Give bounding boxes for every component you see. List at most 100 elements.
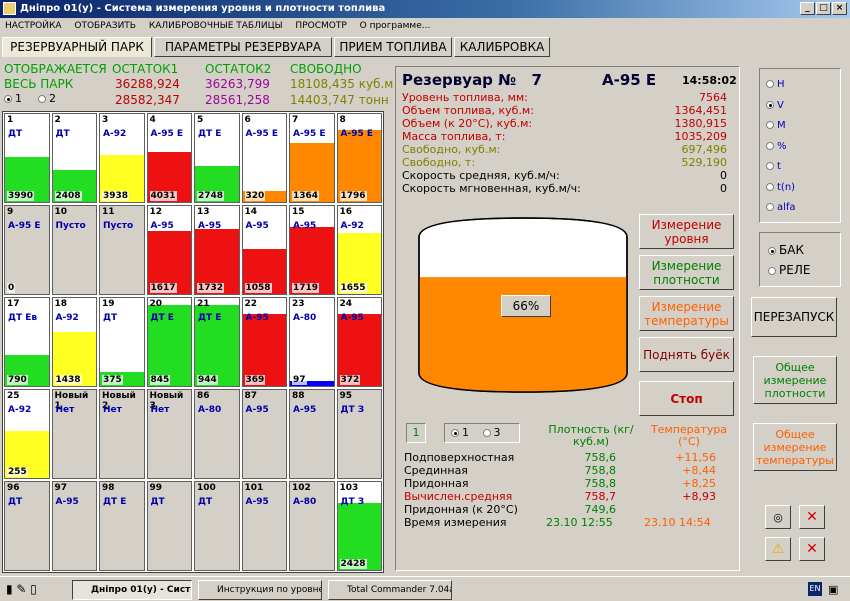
tank-cell[interactable]: 87 А-95 <box>241 389 287 479</box>
mode-radio-rele[interactable]: РЕЛЕ <box>768 263 810 277</box>
radio-icon <box>766 182 774 191</box>
menu-display[interactable]: ОТОБРАЗИТЬ <box>74 21 136 31</box>
tank-fuel-type: ДТ Е <box>150 313 174 323</box>
tank-volume: 375 <box>102 375 123 385</box>
measure-level-button[interactable]: Измерение уровня <box>639 214 734 249</box>
close-button[interactable]: × <box>832 2 847 15</box>
tab-tank-park[interactable]: РЕЗЕРВУАРНЫЙ ПАРК <box>2 37 152 57</box>
raise-float-button[interactable]: Поднять буёк <box>639 337 734 372</box>
tank-cell[interactable]: 88 А-95 <box>289 389 335 479</box>
tank-number: 4 <box>149 115 156 125</box>
probe-radio-3[interactable]: 3 <box>482 426 501 439</box>
tank-cell[interactable]: 11 Пусто <box>99 205 145 295</box>
mode-radio-bak[interactable]: БАК <box>768 243 804 257</box>
tank-cell[interactable]: 18 А-92 1438 <box>51 297 97 387</box>
tank-number: 87 <box>244 391 258 401</box>
tank-cell[interactable]: 101 А-95 <box>241 481 287 571</box>
tank-cell[interactable]: 6 А-95 Е 320 <box>241 113 287 203</box>
maximize-button[interactable]: □ <box>816 2 831 15</box>
tank-cell[interactable]: 24 А-95 372 <box>336 297 382 387</box>
display-radio-1[interactable]: 1 <box>4 92 22 106</box>
menu-view[interactable]: ПРОСМОТР <box>295 21 347 31</box>
language-indicator[interactable]: EN <box>808 582 822 596</box>
tank-cell[interactable]: 95 ДТ З <box>336 389 382 479</box>
probe-box[interactable]: 1 <box>406 423 426 443</box>
tank-cell[interactable]: 16 А-92 1655 <box>336 205 382 295</box>
tank-cell[interactable]: 17 ДТ Ев 790 <box>4 297 50 387</box>
tank-cell[interactable]: 98 ДТ Е <box>99 481 145 571</box>
restart-button[interactable]: ПЕРЕЗАПУСК <box>751 297 837 337</box>
unit-radio[interactable]: V <box>766 100 784 111</box>
unit-radio[interactable]: M <box>766 120 786 131</box>
tank-cell[interactable]: 99 ДТ <box>146 481 192 571</box>
tank-cell[interactable]: 100 ДТ <box>194 481 240 571</box>
tank-fuel-type: А-95 <box>55 497 79 507</box>
tank-volume: 4031 <box>149 191 177 201</box>
probe-radio-1[interactable]: 1 <box>451 426 469 439</box>
tank-cell[interactable]: 3 А-92 3938 <box>99 113 145 203</box>
tab-fuel-intake[interactable]: ПРИЕМ ТОПЛИВА <box>334 37 452 57</box>
tank-cell[interactable]: 103 ДТ З 2428 <box>336 481 382 571</box>
tab-calibration[interactable]: КАЛИБРОВКА <box>454 37 550 57</box>
tank-cell[interactable]: 7 А-95 Е 1364 <box>289 113 335 203</box>
tank-cell[interactable]: 97 А-95 <box>51 481 97 571</box>
tank-cell[interactable]: 14 А-95 1058 <box>241 205 287 295</box>
tank-cell[interactable]: 4 А-95 Е 4031 <box>146 113 192 203</box>
tank-cell[interactable]: 22 А-95 369 <box>241 297 287 387</box>
quicklaunch-icons[interactable]: ▮ ✎ ▯ <box>6 582 37 596</box>
tank-volume: 1732 <box>197 283 225 293</box>
tank-cell[interactable]: Новый 3 Нет <box>146 389 192 479</box>
cancel-warning-button[interactable]: ✕ <box>799 537 825 561</box>
display-radio-2[interactable]: 2 <box>38 92 56 106</box>
tank-cell[interactable]: 21 ДТ Е 944 <box>194 297 240 387</box>
tank-cell[interactable]: 13 А-95 1732 <box>194 205 240 295</box>
tank-number: 21 <box>197 299 210 309</box>
tank-number: 25 <box>7 391 20 401</box>
tank-cell[interactable]: Новый 2 Нет <box>99 389 145 479</box>
tank-number: 95 <box>339 391 353 401</box>
probe-icon-button[interactable]: ◎ <box>765 505 791 529</box>
measure-temperature-button[interactable]: Измерение температуры <box>639 296 734 331</box>
unit-radio[interactable]: t <box>766 161 781 172</box>
tank-cell[interactable]: 96 ДТ <box>4 481 50 571</box>
tray-icon[interactable]: ▣ <box>828 583 839 596</box>
tank-cell[interactable]: 12 А-95 1617 <box>146 205 192 295</box>
menu-calibration-tables[interactable]: КАЛИБРОВОЧНЫЕ ТАБЛИЦЫ <box>148 21 283 31</box>
tank-cell[interactable]: 1 ДТ 3990 <box>4 113 50 203</box>
cancel-probe-button[interactable]: ✕ <box>799 505 825 529</box>
task-total-commander[interactable]: Total Commander 7.04a ... <box>328 580 452 600</box>
general-temperature-button[interactable]: Общее измерение температуры <box>753 423 837 471</box>
measure-density: 758,6 <box>584 451 617 464</box>
menu-settings[interactable]: НАСТРОЙКА <box>5 21 62 31</box>
close-icon: ✕ <box>806 509 818 525</box>
unit-radio[interactable]: alfa <box>766 202 796 213</box>
tank-fill <box>337 503 381 570</box>
tank-cell[interactable]: 19 ДТ 375 <box>99 297 145 387</box>
unit-radio[interactable]: H <box>766 79 785 90</box>
warning-button[interactable]: ⚠ <box>765 537 791 561</box>
measure-density-button[interactable]: Измерение плотности <box>639 255 734 290</box>
tank-cell[interactable]: 86 А-80 <box>194 389 240 479</box>
tank-fuel-type: А-92 <box>8 405 32 415</box>
general-density-button[interactable]: Общее измерение плотности <box>753 356 837 404</box>
tank-fuel-type: ДТ <box>103 313 118 323</box>
task-dnipro[interactable]: Дніпро 01(у) - Систе... <box>72 580 192 600</box>
tank-cell[interactable]: 20 ДТ Е 845 <box>146 297 192 387</box>
tab-tank-params[interactable]: ПАРАМЕТРЫ РЕЗЕРВУАРА <box>154 37 332 57</box>
task-instruction[interactable]: Инструкция по уровне... <box>198 580 322 600</box>
tank-cell[interactable]: 8 А-95 Е 1796 <box>336 113 382 203</box>
tank-cell[interactable]: 102 А-80 <box>289 481 335 571</box>
tank-cell[interactable]: 25 А-92 255 <box>4 389 50 479</box>
minimize-button[interactable]: _ <box>800 2 815 15</box>
stop-button[interactable]: Стоп <box>639 381 734 416</box>
tank-cell[interactable]: Новый 1 Нет <box>51 389 97 479</box>
tank-cell[interactable]: 9 А-95 Е 0 <box>4 205 50 295</box>
tank-cell[interactable]: 15 А-95 1719 <box>289 205 335 295</box>
tank-cell[interactable]: 5 ДТ Е 2748 <box>194 113 240 203</box>
unit-radio[interactable]: t(n) <box>766 182 795 193</box>
tank-cell[interactable]: 23 А-80 97 <box>289 297 335 387</box>
menu-about[interactable]: О программе... <box>359 21 431 31</box>
unit-radio[interactable]: % <box>766 141 787 152</box>
tank-cell[interactable]: 10 Пусто <box>51 205 97 295</box>
tank-cell[interactable]: 2 ДТ 2408 <box>51 113 97 203</box>
